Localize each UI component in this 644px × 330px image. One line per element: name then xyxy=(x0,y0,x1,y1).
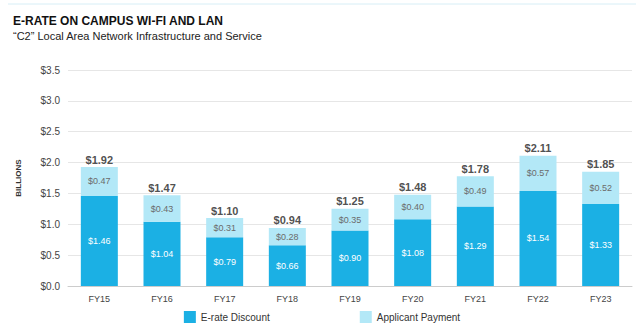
svg-text:E-RATE ON CAMPUS WI-FI AND LAN: E-RATE ON CAMPUS WI-FI AND LAN xyxy=(13,14,223,28)
svg-text:$2.5: $2.5 xyxy=(41,126,61,137)
svg-text:$1.5: $1.5 xyxy=(41,188,61,199)
svg-text:$0.5: $0.5 xyxy=(41,250,61,261)
svg-text:$2.11: $2.11 xyxy=(525,142,552,154)
svg-text:$1.29: $1.29 xyxy=(464,241,487,251)
svg-text:$0.66: $0.66 xyxy=(276,261,299,271)
svg-text:$0.57: $0.57 xyxy=(527,168,550,178)
svg-text:$1.54: $1.54 xyxy=(527,233,550,243)
svg-text:$0.35: $0.35 xyxy=(339,215,362,225)
svg-text:$0.28: $0.28 xyxy=(276,232,299,242)
svg-text:$1.46: $1.46 xyxy=(88,236,111,246)
svg-text:FY21: FY21 xyxy=(465,294,487,304)
svg-text:$0.40: $0.40 xyxy=(401,202,424,212)
svg-text:“C2” Local Area Network Infras: “C2” Local Area Network Infrastructure a… xyxy=(13,30,262,42)
svg-text:$1.0: $1.0 xyxy=(41,219,61,230)
svg-text:BILLIONS: BILLIONS xyxy=(14,159,23,197)
svg-text:FY20: FY20 xyxy=(402,294,424,304)
svg-text:$1.85: $1.85 xyxy=(587,158,615,170)
svg-text:$1.08: $1.08 xyxy=(401,248,424,258)
svg-text:$1.78: $1.78 xyxy=(462,163,490,175)
svg-text:$1.25: $1.25 xyxy=(336,195,364,207)
svg-text:$0.52: $0.52 xyxy=(589,183,612,193)
svg-text:$3.0: $3.0 xyxy=(41,95,61,106)
svg-text:$0.49: $0.49 xyxy=(464,186,487,196)
svg-text:FY19: FY19 xyxy=(339,294,361,304)
svg-text:FY16: FY16 xyxy=(151,294,173,304)
svg-text:$0.79: $0.79 xyxy=(213,257,236,267)
svg-text:Applicant Payment: Applicant Payment xyxy=(377,312,461,323)
svg-text:FY15: FY15 xyxy=(89,294,111,304)
svg-text:$1.33: $1.33 xyxy=(589,240,612,250)
svg-text:$1.47: $1.47 xyxy=(148,182,176,194)
svg-text:$1.92: $1.92 xyxy=(86,154,114,166)
svg-text:$0.43: $0.43 xyxy=(151,204,174,214)
svg-text:$0.94: $0.94 xyxy=(274,214,302,226)
svg-text:E-rate Discount: E-rate Discount xyxy=(201,312,270,323)
svg-text:FY18: FY18 xyxy=(277,294,299,304)
svg-text:$2.0: $2.0 xyxy=(41,157,61,168)
svg-text:$0.0: $0.0 xyxy=(41,281,61,292)
svg-text:$3.5: $3.5 xyxy=(41,65,61,76)
svg-text:$1.10: $1.10 xyxy=(211,205,239,217)
svg-text:FY17: FY17 xyxy=(214,294,236,304)
svg-text:FY22: FY22 xyxy=(527,294,549,304)
svg-text:FY23: FY23 xyxy=(590,294,612,304)
svg-text:$0.47: $0.47 xyxy=(88,176,111,186)
svg-text:$0.90: $0.90 xyxy=(339,253,362,263)
svg-text:$0.31: $0.31 xyxy=(213,223,236,233)
svg-text:$1.04: $1.04 xyxy=(151,249,174,259)
svg-text:$1.48: $1.48 xyxy=(399,181,427,193)
